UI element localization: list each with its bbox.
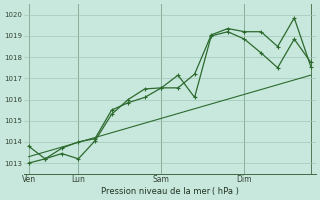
X-axis label: Pression niveau de la mer ( hPa ): Pression niveau de la mer ( hPa ) xyxy=(101,187,239,196)
